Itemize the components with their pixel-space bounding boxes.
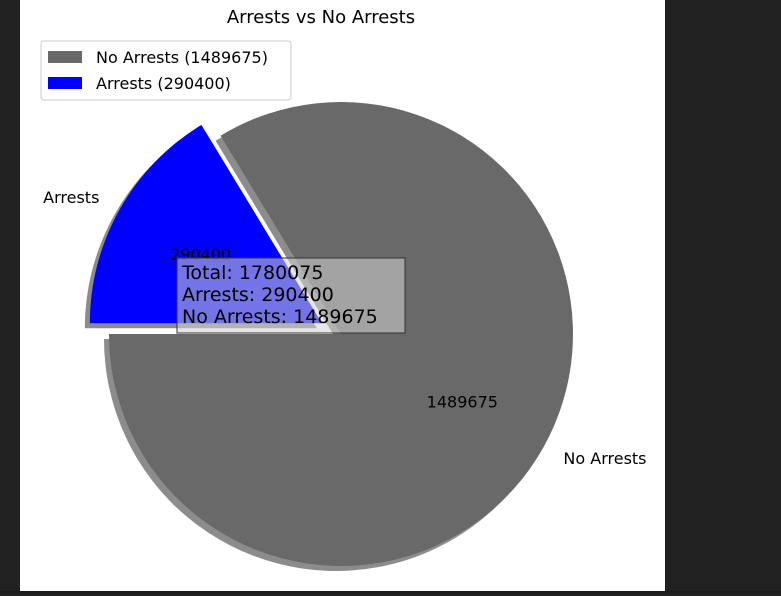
- annotation-line-arrests: Arrests: 290400: [182, 284, 334, 306]
- legend-label-arrests: Arrests (290400): [96, 74, 231, 93]
- legend-swatch-arrests: [48, 77, 82, 89]
- bottom-edge: [0, 591, 781, 593]
- chart-title: Arrests vs No Arrests: [227, 7, 415, 28]
- pie-slices: [89, 101, 574, 566]
- right-dark-panel: [665, 0, 781, 593]
- legend-label-no-arrests: No Arrests (1489675): [96, 48, 268, 67]
- legend-swatch-no-arrests: [48, 51, 82, 63]
- pie-value-label-no-arrests: 1489675: [427, 392, 498, 411]
- pie-category-label-no-arrests: No Arrests: [563, 449, 646, 468]
- pie-category-label-arrests: Arrests: [43, 188, 99, 207]
- totals-annotation: Total: 1780075 Arrests: 290400 No Arrest…: [176, 257, 406, 334]
- pie-slice-no-arrests: [109, 101, 574, 566]
- annotation-line-total: Total: 1780075: [181, 262, 323, 284]
- annotation-line-no-arrests: No Arrests: 1489675: [182, 306, 378, 328]
- legend: No Arrests (1489675) Arrests (290400): [40, 40, 292, 101]
- chart-figure: Arrests vs No Arrests 1489675 No Arrests 2…: [20, 0, 665, 592]
